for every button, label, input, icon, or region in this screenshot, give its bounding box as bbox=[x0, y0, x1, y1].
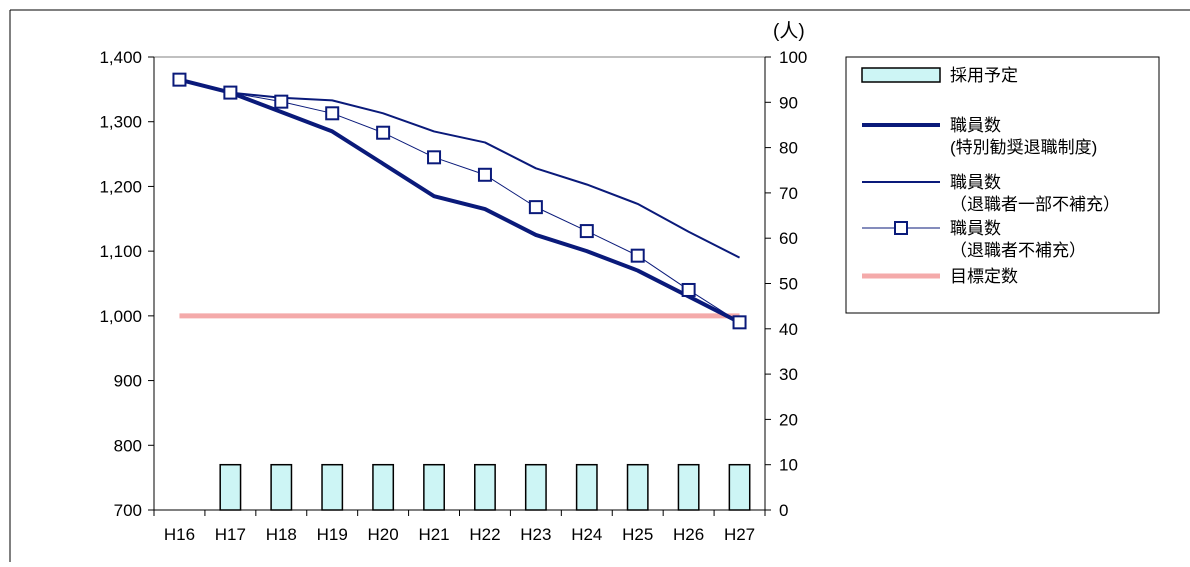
x-tick-label: H24 bbox=[571, 525, 602, 544]
marker-none bbox=[630, 248, 645, 263]
right-axis-unit: (人) bbox=[773, 20, 805, 42]
bar-hiring bbox=[474, 463, 496, 511]
x-tick-label: H23 bbox=[520, 525, 551, 544]
bar-hiring bbox=[728, 463, 751, 511]
x-tick-label: H20 bbox=[368, 525, 399, 544]
marker-none bbox=[172, 72, 187, 87]
bar-hiring bbox=[372, 463, 395, 511]
marker-none bbox=[681, 282, 696, 297]
legend-label-special: 職員数 bbox=[950, 116, 1001, 135]
x-tick-label: H16 bbox=[164, 525, 195, 544]
bar-hiring bbox=[423, 463, 445, 511]
legend-label-hiring: 採用予定 bbox=[950, 66, 1018, 85]
series-line-none bbox=[179, 79, 740, 323]
left-tick-label: 1,000 bbox=[99, 307, 142, 326]
bar-hiring bbox=[524, 463, 547, 511]
legend-label-none: （退職者不補充） bbox=[950, 241, 1086, 260]
legend-label-special: (特別勧奨退職制度) bbox=[950, 138, 1097, 157]
left-tick-label: 900 bbox=[114, 372, 142, 391]
legend-box bbox=[845, 56, 1160, 314]
legend-label-none: 職員数 bbox=[950, 219, 1001, 238]
bar-hiring bbox=[626, 463, 649, 511]
marker-none bbox=[477, 167, 492, 182]
legend-swatch-hiring bbox=[861, 67, 941, 83]
marker-none bbox=[528, 200, 543, 215]
right-tick-label: 50 bbox=[779, 275, 798, 294]
right-tick-label: 0 bbox=[779, 501, 788, 520]
x-tick-label: H27 bbox=[724, 525, 755, 544]
marker-none bbox=[223, 85, 238, 100]
x-tick-label: H25 bbox=[622, 525, 653, 544]
legend-marker-none bbox=[894, 221, 908, 235]
series-line-partial bbox=[179, 78, 740, 259]
left-tick-label: 1,400 bbox=[99, 48, 142, 67]
plot-area bbox=[153, 56, 766, 511]
series-line-special bbox=[178, 77, 741, 325]
right-tick-label: 20 bbox=[779, 410, 798, 429]
left-tick-label: 1,300 bbox=[99, 113, 142, 132]
legend-label-partial: （退職者一部不補充） bbox=[950, 195, 1120, 214]
bar-hiring bbox=[321, 463, 344, 511]
right-tick-label: 60 bbox=[779, 229, 798, 248]
right-tick-label: 10 bbox=[779, 456, 798, 475]
x-tick-label: H26 bbox=[673, 525, 704, 544]
legend-label-partial: 職員数 bbox=[950, 173, 1001, 192]
bar-hiring bbox=[270, 463, 293, 511]
right-tick-label: 90 bbox=[779, 93, 798, 112]
x-tick-label: H19 bbox=[317, 525, 348, 544]
bar-hiring bbox=[219, 463, 242, 511]
marker-none bbox=[579, 224, 594, 239]
x-tick-label: H21 bbox=[418, 525, 449, 544]
right-tick-label: 100 bbox=[779, 48, 807, 67]
left-tick-label: 1,200 bbox=[99, 177, 142, 196]
right-tick-label: 80 bbox=[779, 139, 798, 158]
right-tick-label: 70 bbox=[779, 184, 798, 203]
left-tick-label: 700 bbox=[114, 501, 142, 520]
bar-hiring bbox=[575, 463, 598, 511]
marker-none bbox=[732, 315, 747, 330]
x-tick-label: H17 bbox=[215, 525, 246, 544]
left-tick-label: 800 bbox=[114, 436, 142, 455]
right-tick-label: 40 bbox=[779, 320, 798, 339]
left-tick-label: 1,100 bbox=[99, 242, 142, 261]
marker-none bbox=[376, 125, 391, 140]
x-tick-label: H18 bbox=[266, 525, 297, 544]
marker-none bbox=[325, 106, 340, 121]
marker-none bbox=[427, 150, 442, 165]
right-tick-label: 30 bbox=[779, 365, 798, 384]
x-tick-label: H22 bbox=[469, 525, 500, 544]
marker-none bbox=[274, 94, 289, 109]
legend-label-target: 目標定数 bbox=[950, 267, 1018, 286]
bar-hiring bbox=[677, 463, 700, 511]
